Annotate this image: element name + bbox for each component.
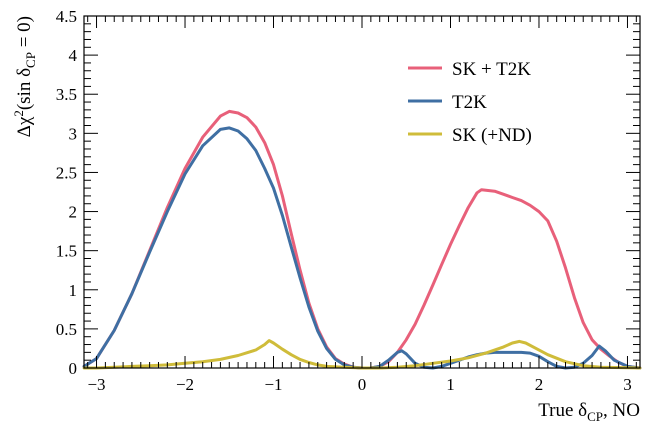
x-tick-label: −2 bbox=[176, 375, 194, 394]
y-tick-label: 0.5 bbox=[56, 320, 77, 339]
x-tick-label: 2 bbox=[535, 375, 544, 394]
y-tick-label: 1 bbox=[69, 281, 78, 300]
y-tick-label: 3 bbox=[69, 124, 78, 143]
x-tick-label: 3 bbox=[623, 375, 632, 394]
y-tick-label: 4 bbox=[69, 46, 78, 65]
x-axis-title: True δCP, NO bbox=[538, 400, 640, 424]
x-tick-label: −3 bbox=[87, 375, 105, 394]
x-ticks: −3 −2 −1 0 1 2 3 bbox=[87, 16, 637, 394]
y-tick-label: 1.5 bbox=[56, 242, 77, 261]
y-tick-label: 2.5 bbox=[56, 163, 77, 182]
y-ticks: 0 0.5 1 1.5 2 2.5 3 3.5 4 4.5 bbox=[56, 7, 640, 378]
y-tick-label: 3.5 bbox=[56, 85, 77, 104]
y-tick-label: 0 bbox=[69, 359, 78, 378]
y-axis-title: Δχ2(sin δCP = 0) bbox=[11, 16, 38, 137]
x-tick-label: 0 bbox=[358, 375, 367, 394]
y-tick-label: 4.5 bbox=[56, 7, 77, 26]
legend-label-2: SK (+ND) bbox=[452, 125, 532, 146]
y-tick-label: 2 bbox=[69, 203, 78, 222]
series-line-1 bbox=[82, 126, 642, 370]
x-tick-label: 1 bbox=[446, 375, 455, 394]
plot-frame bbox=[83, 15, 641, 369]
legend-label-0: SK + T2K bbox=[452, 59, 531, 80]
series-layer bbox=[82, 109, 642, 370]
legend-label-1: T2K bbox=[452, 92, 487, 113]
legend: SK + T2K T2K SK (+ND) bbox=[408, 59, 532, 146]
series-line-0 bbox=[82, 109, 642, 370]
x-tick-label: −1 bbox=[264, 375, 282, 394]
